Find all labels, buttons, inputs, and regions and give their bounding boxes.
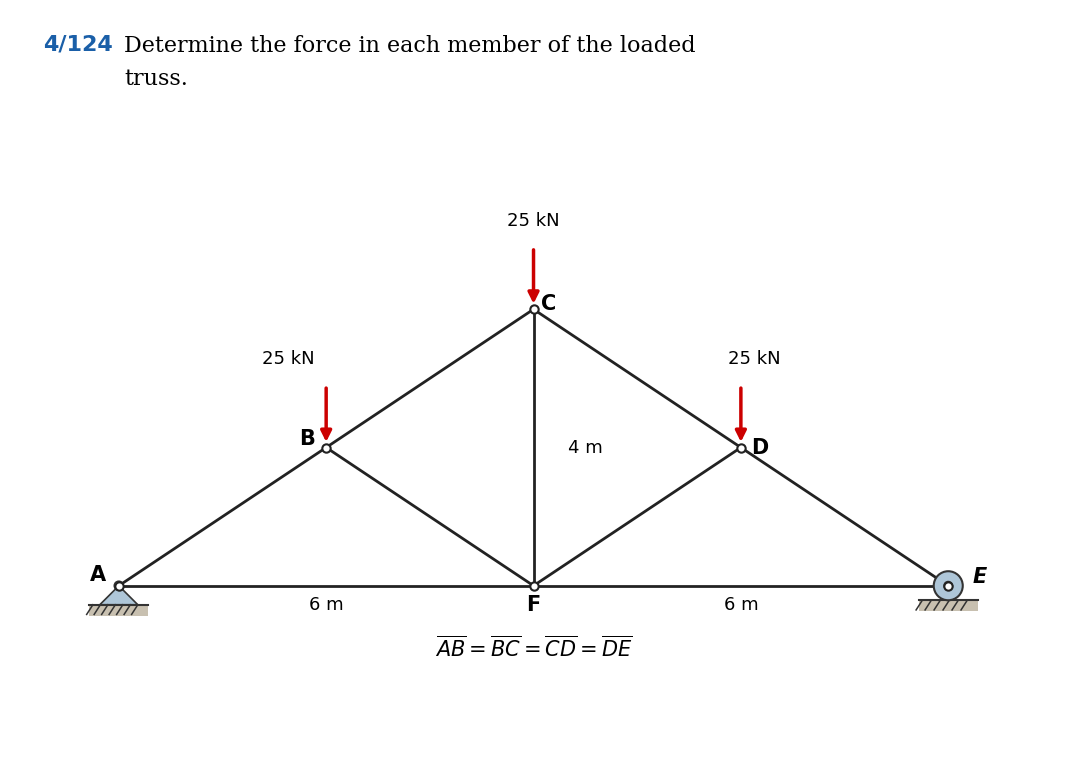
Text: 25 kN: 25 kN bbox=[261, 350, 314, 368]
Text: Determine the force in each member of the loaded: Determine the force in each member of th… bbox=[124, 35, 696, 57]
Circle shape bbox=[944, 581, 953, 590]
Text: E: E bbox=[972, 567, 986, 587]
Text: 6 m: 6 m bbox=[724, 596, 758, 614]
Text: A: A bbox=[90, 566, 106, 585]
Text: B: B bbox=[299, 429, 315, 449]
Text: 4 m: 4 m bbox=[568, 438, 603, 456]
Text: truss.: truss. bbox=[124, 68, 188, 90]
Polygon shape bbox=[99, 586, 138, 605]
Circle shape bbox=[114, 581, 123, 591]
Circle shape bbox=[934, 571, 962, 601]
Text: 25 kN: 25 kN bbox=[508, 212, 559, 230]
Text: 6 m: 6 m bbox=[309, 596, 343, 614]
Text: 25 kN: 25 kN bbox=[728, 350, 781, 368]
Text: F: F bbox=[526, 594, 541, 615]
Text: 4/124: 4/124 bbox=[43, 35, 113, 55]
Polygon shape bbox=[90, 605, 148, 616]
Polygon shape bbox=[919, 601, 977, 611]
Text: $\overline{AB} = \overline{BC} = \overline{CD} = \overline{DE}$: $\overline{AB} = \overline{BC} = \overli… bbox=[435, 636, 632, 660]
Text: D: D bbox=[752, 438, 769, 458]
Text: C: C bbox=[541, 294, 556, 314]
